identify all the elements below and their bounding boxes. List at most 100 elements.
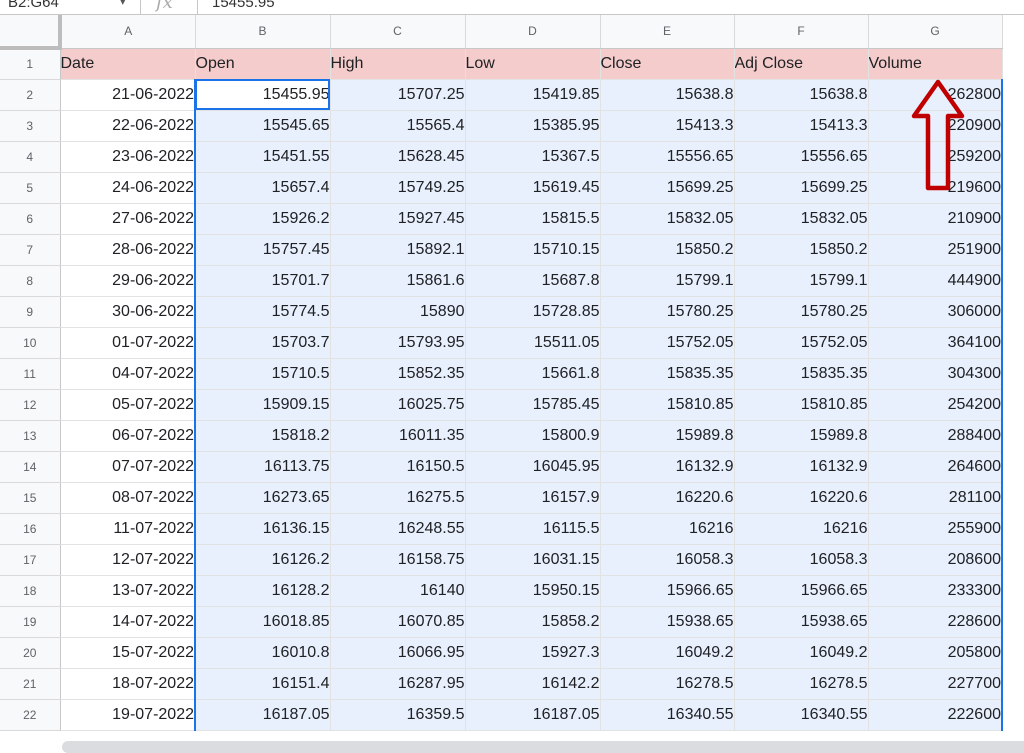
cell-close[interactable]: 15699.25	[600, 172, 735, 204]
cell-adj-close[interactable]: 15810.85	[734, 389, 869, 421]
row-header[interactable]: 9	[0, 296, 61, 328]
header-cell-low[interactable]: Low	[465, 48, 601, 80]
cell-close[interactable]: 15810.85	[600, 389, 735, 421]
cell-volume[interactable]: 364100	[868, 327, 1003, 359]
cell-open[interactable]: 15701.7	[194, 265, 331, 297]
cell-high[interactable]: 16150.5	[330, 451, 466, 483]
cell-close[interactable]: 16058.3	[600, 544, 735, 576]
cell-open[interactable]: 16018.85	[194, 606, 331, 638]
column-header-g[interactable]: G	[868, 15, 1003, 49]
cell-high[interactable]: 16275.5	[330, 482, 466, 514]
cell-high[interactable]: 16066.95	[330, 637, 466, 669]
chevron-down-icon[interactable]: ▾	[120, 0, 126, 8]
cell-close[interactable]: 16340.55	[600, 699, 735, 731]
cell-close[interactable]: 16220.6	[600, 482, 735, 514]
cell-volume[interactable]: 233300	[868, 575, 1003, 607]
cell-adj-close[interactable]: 15752.05	[734, 327, 869, 359]
header-cell-open[interactable]: Open	[195, 48, 331, 80]
cell-high[interactable]: 16158.75	[330, 544, 466, 576]
cell-volume[interactable]: 259200	[868, 141, 1003, 173]
header-cell-volume[interactable]: Volume	[868, 48, 1003, 80]
cell-adj-close[interactable]: 15989.8	[734, 420, 869, 452]
cell-adj-close[interactable]: 15556.65	[734, 141, 869, 173]
cell-open[interactable]: 16010.8	[194, 637, 331, 669]
row-header[interactable]: 8	[0, 265, 61, 297]
cell-high[interactable]: 15927.45	[330, 203, 466, 235]
cell-close[interactable]: 15638.8	[600, 79, 735, 111]
cell-high[interactable]: 15861.6	[330, 265, 466, 297]
cell-low[interactable]: 15687.8	[465, 265, 601, 297]
cell-volume[interactable]: 222600	[868, 699, 1003, 731]
cell-close[interactable]: 16278.5	[600, 668, 735, 700]
name-box[interactable]: B2:G64	[8, 0, 59, 11]
cell-volume[interactable]: 220900	[868, 110, 1003, 142]
cell-high[interactable]: 15892.1	[330, 234, 466, 266]
cell-date[interactable]: 01-07-2022	[60, 327, 196, 359]
cell-volume[interactable]: 281100	[868, 482, 1003, 514]
row-header[interactable]: 16	[0, 513, 61, 545]
cell-low[interactable]: 15661.8	[465, 358, 601, 390]
cell-close[interactable]: 15556.65	[600, 141, 735, 173]
cell-date[interactable]: 24-06-2022	[60, 172, 196, 204]
cell-adj-close[interactable]: 15638.8	[734, 79, 869, 111]
cell-low[interactable]: 16187.05	[465, 699, 601, 731]
row-header[interactable]: 3	[0, 110, 61, 142]
cell-date[interactable]: 04-07-2022	[60, 358, 196, 390]
row-header[interactable]: 21	[0, 668, 61, 700]
cell-open[interactable]: 15455.95	[194, 79, 331, 111]
cell-date[interactable]: 23-06-2022	[60, 141, 196, 173]
cell-close[interactable]: 15413.3	[600, 110, 735, 142]
cell-date[interactable]: 07-07-2022	[60, 451, 196, 483]
cell-open[interactable]: 15909.15	[194, 389, 331, 421]
select-all-corner[interactable]	[0, 15, 62, 50]
cell-open[interactable]: 15757.45	[194, 234, 331, 266]
row-header[interactable]: 7	[0, 234, 61, 266]
cell-high[interactable]: 16287.95	[330, 668, 466, 700]
cell-open[interactable]: 16187.05	[194, 699, 331, 731]
cell-high[interactable]: 16359.5	[330, 699, 466, 731]
cell-date[interactable]: 14-07-2022	[60, 606, 196, 638]
header-cell-close[interactable]: Close	[600, 48, 735, 80]
cell-date[interactable]: 27-06-2022	[60, 203, 196, 235]
column-header-d[interactable]: D	[465, 15, 601, 49]
cell-date[interactable]: 15-07-2022	[60, 637, 196, 669]
cell-low[interactable]: 15419.85	[465, 79, 601, 111]
cell-open[interactable]: 16128.2	[194, 575, 331, 607]
cell-adj-close[interactable]: 16340.55	[734, 699, 869, 731]
cell-date[interactable]: 21-06-2022	[60, 79, 196, 111]
cell-volume[interactable]: 255900	[868, 513, 1003, 545]
cell-low[interactable]: 15511.05	[465, 327, 601, 359]
row-header[interactable]: 2	[0, 79, 61, 111]
cell-open[interactable]: 16151.4	[194, 668, 331, 700]
column-header-c[interactable]: C	[330, 15, 466, 49]
cell-close[interactable]: 15989.8	[600, 420, 735, 452]
row-header[interactable]: 14	[0, 451, 61, 483]
cell-volume[interactable]: 264600	[868, 451, 1003, 483]
cell-open[interactable]: 15774.5	[194, 296, 331, 328]
cell-high[interactable]: 15749.25	[330, 172, 466, 204]
header-cell-adj-close[interactable]: Adj Close	[734, 48, 869, 80]
cell-open[interactable]: 15926.2	[194, 203, 331, 235]
row-header[interactable]: 1	[0, 48, 61, 80]
cell-date[interactable]: 06-07-2022	[60, 420, 196, 452]
cell-date[interactable]: 18-07-2022	[60, 668, 196, 700]
cell-low[interactable]: 15927.3	[465, 637, 601, 669]
cell-close[interactable]: 15966.65	[600, 575, 735, 607]
cell-high[interactable]: 16025.75	[330, 389, 466, 421]
header-cell-high[interactable]: High	[330, 48, 466, 80]
cell-close[interactable]: 15835.35	[600, 358, 735, 390]
cell-adj-close[interactable]: 15966.65	[734, 575, 869, 607]
cell-open[interactable]: 15545.65	[194, 110, 331, 142]
cell-open[interactable]: 16126.2	[194, 544, 331, 576]
cell-high[interactable]: 16248.55	[330, 513, 466, 545]
cell-date[interactable]: 19-07-2022	[60, 699, 196, 731]
cell-adj-close[interactable]: 15699.25	[734, 172, 869, 204]
column-header-e[interactable]: E	[600, 15, 735, 49]
cell-open[interactable]: 16136.15	[194, 513, 331, 545]
cell-volume[interactable]: 251900	[868, 234, 1003, 266]
row-header[interactable]: 6	[0, 203, 61, 235]
cell-low[interactable]: 15800.9	[465, 420, 601, 452]
cell-adj-close[interactable]: 16132.9	[734, 451, 869, 483]
row-header[interactable]: 22	[0, 699, 61, 731]
cell-low[interactable]: 15950.15	[465, 575, 601, 607]
